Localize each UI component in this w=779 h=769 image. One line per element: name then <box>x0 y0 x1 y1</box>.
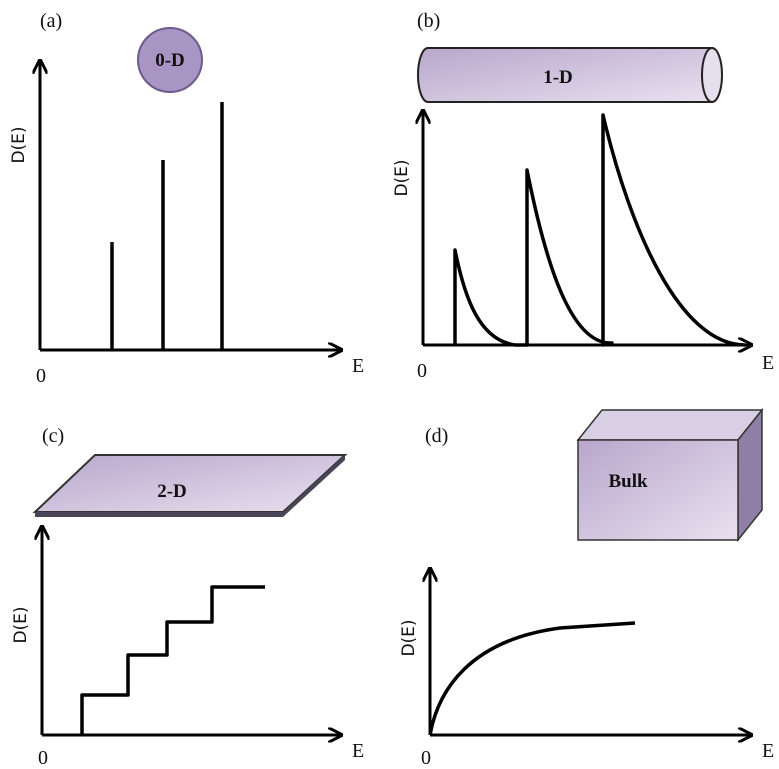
shape-label: 2-D <box>157 481 187 502</box>
wire-shape <box>417 47 713 103</box>
box-front <box>577 439 739 541</box>
panel-c: (c) 2-D D(E) 0 E <box>11 425 364 769</box>
sheet-shape <box>32 454 348 513</box>
origin-label: 0 <box>36 365 46 387</box>
x-axis-label: E <box>352 355 364 377</box>
dot-shape <box>137 27 203 93</box>
panel-label: (c) <box>42 425 64 447</box>
x-axis-label: E <box>762 740 774 762</box>
origin-label: 0 <box>417 360 427 382</box>
wire-end <box>701 47 723 103</box>
panel-label: (a) <box>40 10 62 32</box>
dos-curve <box>110 102 224 350</box>
origin-label: 0 <box>38 747 48 769</box>
shape-label: 1-D <box>543 67 573 88</box>
shape-label: 0-D <box>155 50 185 71</box>
dos-curve <box>80 585 265 735</box>
y-axis-label: D(E) <box>399 619 419 656</box>
y-axis-label: D(E) <box>9 126 29 163</box>
x-axis-label: E <box>352 740 364 762</box>
dos-curve <box>453 113 746 347</box>
x-axis-label: E <box>762 352 774 374</box>
y-axis-label: D(E) <box>392 159 412 196</box>
dos-curve <box>428 621 636 736</box>
panel-b: (b) 1-D D(E) 0 E <box>392 10 774 382</box>
shape-label: Bulk <box>608 471 648 492</box>
panel-label: (b) <box>417 10 440 32</box>
y-axis-label: D(E) <box>11 606 31 643</box>
box-top <box>576 409 764 441</box>
panel-a: (a) 0-D D(E) 0 E <box>9 10 364 387</box>
panel-label: (d) <box>425 425 448 447</box>
origin-label: 0 <box>421 747 431 769</box>
panel-d: (d) Bulk D(E) 0 E <box>399 407 774 769</box>
